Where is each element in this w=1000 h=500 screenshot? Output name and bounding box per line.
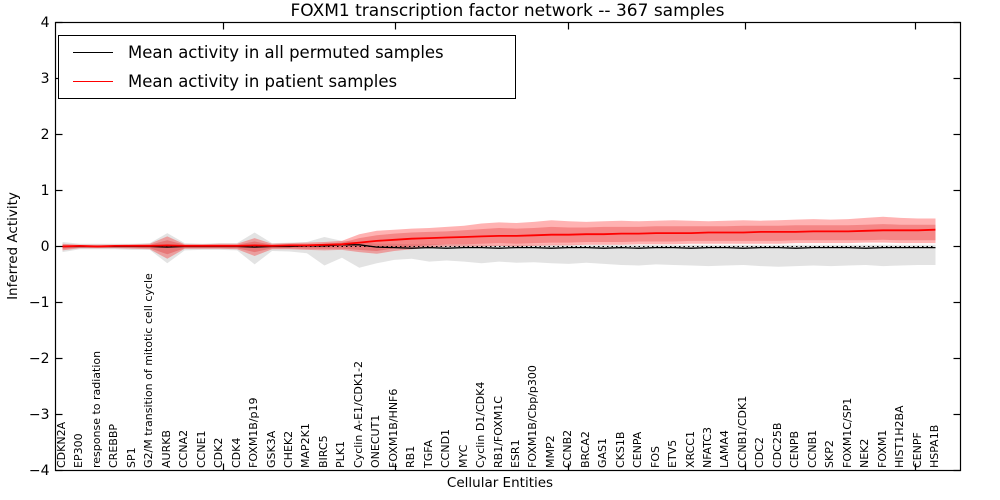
- x-tick-label: CKS1B: [613, 431, 627, 468]
- x-tick-label: FOXM1B/HNF6: [386, 388, 400, 468]
- x-tick-label: CCNB1: [805, 429, 819, 468]
- legend-label-permuted: Mean activity in all permuted samples: [128, 43, 444, 62]
- x-tick-label: CCND1: [439, 428, 453, 468]
- x-tick-label: CENPB: [788, 430, 802, 468]
- x-tick-label: SP1: [124, 447, 138, 468]
- x-tick-label: BRCA2: [578, 431, 592, 468]
- x-tick-label: ESR1: [508, 439, 522, 468]
- x-tick-label: XRCC1: [683, 431, 697, 468]
- band-patient-samples-outer-range: [62, 216, 936, 259]
- legend-item-permuted: Mean activity in all permuted samples: [59, 41, 515, 65]
- y-tick-label: −3: [28, 406, 50, 423]
- x-tick-label: CDK2: [212, 437, 226, 468]
- y-tick-label: 3: [40, 70, 50, 87]
- x-tick-label: GAS1: [596, 437, 610, 468]
- series-line-patient: [62, 228, 936, 248]
- x-tick-label: HIST1H2BA: [893, 405, 907, 468]
- y-tick-label: −2: [28, 350, 50, 367]
- x-tick-label: CHEK2: [281, 430, 295, 468]
- x-tick-label: RB1: [404, 445, 418, 468]
- y-tick-label: 1: [40, 182, 50, 199]
- x-tick-label: MYC: [456, 444, 470, 468]
- x-tick-label: NFATC3: [701, 427, 715, 468]
- band-permuted-samples-range: [62, 232, 936, 268]
- x-tick-label: Cyclin A-E1/CDK1-2: [351, 360, 365, 468]
- x-axis-label: Cellular Entities: [446, 475, 554, 491]
- y-tick-label: −1: [28, 294, 50, 311]
- x-tick-label: CDKN2A: [55, 421, 68, 468]
- permuted-line-swatch: [73, 52, 113, 53]
- x-tick-label: CCNB1/CDK1: [735, 395, 749, 468]
- x-tick-label: FOXM1B/p19: [247, 397, 261, 468]
- x-tick-label: RB1/FOXM1C: [491, 396, 505, 468]
- x-tick-label: CENPF: [910, 432, 924, 468]
- x-tick-label: FOXM1C/SP1: [840, 397, 854, 468]
- legend-label-patient: Mean activity in patient samples: [128, 72, 398, 91]
- y-tick-label: 0: [40, 238, 50, 255]
- x-tick-label: AURKB: [159, 430, 173, 468]
- x-tick-label: CDK4: [229, 437, 243, 468]
- x-tick-label: G2/M transition of mitotic cell cycle: [142, 273, 156, 468]
- x-tick-label: CCNB2: [561, 429, 575, 468]
- x-tick-label: FOS: [648, 446, 662, 468]
- y-tick-label: −4: [28, 462, 50, 479]
- legend-item-patient: Mean activity in patient samples: [59, 70, 515, 94]
- x-tick-label: GSK3A: [264, 430, 278, 468]
- x-tick-label: Cyclin D1/CDK4: [474, 381, 488, 468]
- x-tick-label: CCNE1: [194, 430, 208, 468]
- x-tick-label: ETV5: [666, 439, 680, 468]
- x-tick-label: SKP2: [823, 440, 837, 468]
- x-tick-label: HSPA1B: [928, 424, 941, 468]
- x-tick-label: MMP2: [543, 435, 557, 468]
- x-tick-label: CENPA: [631, 431, 645, 468]
- x-tick-label: PLK1: [334, 441, 348, 468]
- x-tick-label: response to radiation: [89, 350, 103, 468]
- x-tick-label: CDC25B: [770, 422, 784, 468]
- x-tick-label: CREBBP: [107, 424, 121, 468]
- x-tick-label: BIRC5: [316, 435, 330, 468]
- x-tick-label: ONECUT1: [369, 414, 383, 468]
- x-tick-label: FOXM1B/Cbp/p300: [526, 365, 540, 468]
- patient-line-swatch: [73, 81, 113, 82]
- x-tick-label: NEK2: [858, 438, 872, 468]
- y-tick-label: 2: [40, 126, 50, 143]
- x-tick-label: EP300: [72, 433, 86, 468]
- x-tick-label: CDC2: [753, 437, 767, 468]
- x-tick-label: MAP2K1: [299, 423, 313, 468]
- y-tick-label: 4: [40, 14, 50, 31]
- x-tick-label: LAMA4: [718, 430, 732, 468]
- x-tick-label: TGFA: [421, 439, 435, 468]
- chart-title: FOXM1 transcription factor network -- 36…: [290, 1, 725, 21]
- x-tick-label: FOXM1: [875, 429, 889, 468]
- legend: Mean activity in all permuted samples Me…: [58, 35, 516, 99]
- x-tick-label: CCNA2: [177, 429, 191, 468]
